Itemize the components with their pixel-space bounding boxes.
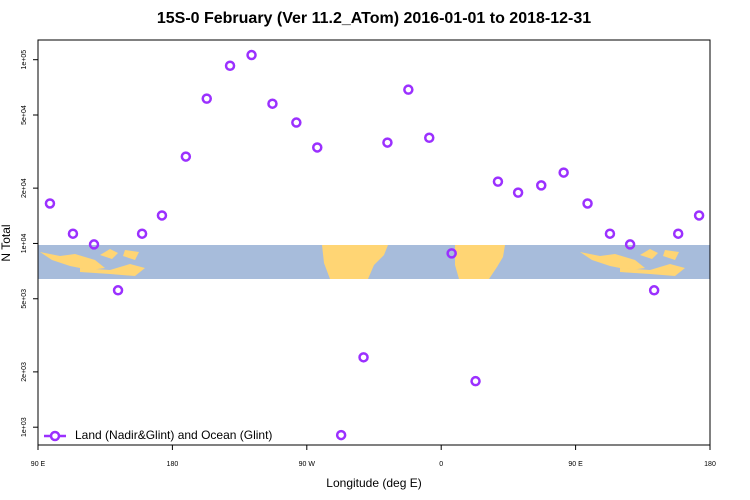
- y-tick-label: 1e+04: [21, 234, 28, 254]
- point: [382, 137, 393, 148]
- x-axis-label: Longitude (deg E): [326, 476, 421, 490]
- x-tick-label: 90 E: [31, 461, 46, 468]
- point: [246, 49, 257, 61]
- point: [291, 117, 302, 128]
- y-tick-label: 5e+03: [21, 289, 28, 309]
- point: [648, 285, 660, 296]
- x-tick-label: 90 E: [568, 461, 583, 468]
- point: [582, 198, 593, 209]
- point: [335, 429, 347, 441]
- plot-frame: [37, 39, 711, 446]
- x-tick-label: 90 W: [299, 461, 316, 468]
- point: [156, 210, 168, 221]
- point: [67, 228, 79, 239]
- y-tick-label: 5e+04: [21, 105, 28, 125]
- legend-marker: [49, 430, 61, 442]
- y-tick-label: 1e+03: [21, 417, 28, 437]
- y-tick-label: 2e+04: [21, 178, 28, 198]
- point: [693, 210, 705, 221]
- x-tick-label: 180: [167, 461, 179, 468]
- y-tick-label: 2e+03: [21, 362, 28, 382]
- map-strip: [38, 245, 710, 279]
- point: [180, 151, 192, 162]
- point: [88, 239, 100, 250]
- point: [44, 198, 56, 209]
- point: [446, 248, 457, 259]
- chart-title: 15S-0 February (Ver 11.2_ATom) 2016-01-0…: [157, 10, 591, 27]
- point: [672, 228, 684, 239]
- x-tick-label: 0: [439, 461, 443, 468]
- point: [201, 93, 212, 104]
- y-tick-label: 1e+05: [21, 50, 28, 70]
- point: [624, 239, 636, 250]
- point: [470, 375, 481, 387]
- point: [512, 187, 524, 198]
- point: [358, 352, 369, 363]
- point: [136, 228, 148, 239]
- point: [267, 98, 278, 109]
- point: [604, 228, 616, 239]
- point: [558, 167, 569, 178]
- point: [492, 176, 504, 187]
- x-tick-label: 180: [704, 461, 716, 468]
- point: [112, 285, 124, 296]
- legend-label: Land (Nadir&Glint) and Ocean (Glint): [75, 428, 272, 442]
- point: [536, 180, 547, 191]
- point: [424, 132, 435, 144]
- point: [403, 84, 414, 95]
- y-axis-label: N Total: [0, 224, 13, 261]
- point: [312, 142, 323, 153]
- point: [224, 60, 236, 71]
